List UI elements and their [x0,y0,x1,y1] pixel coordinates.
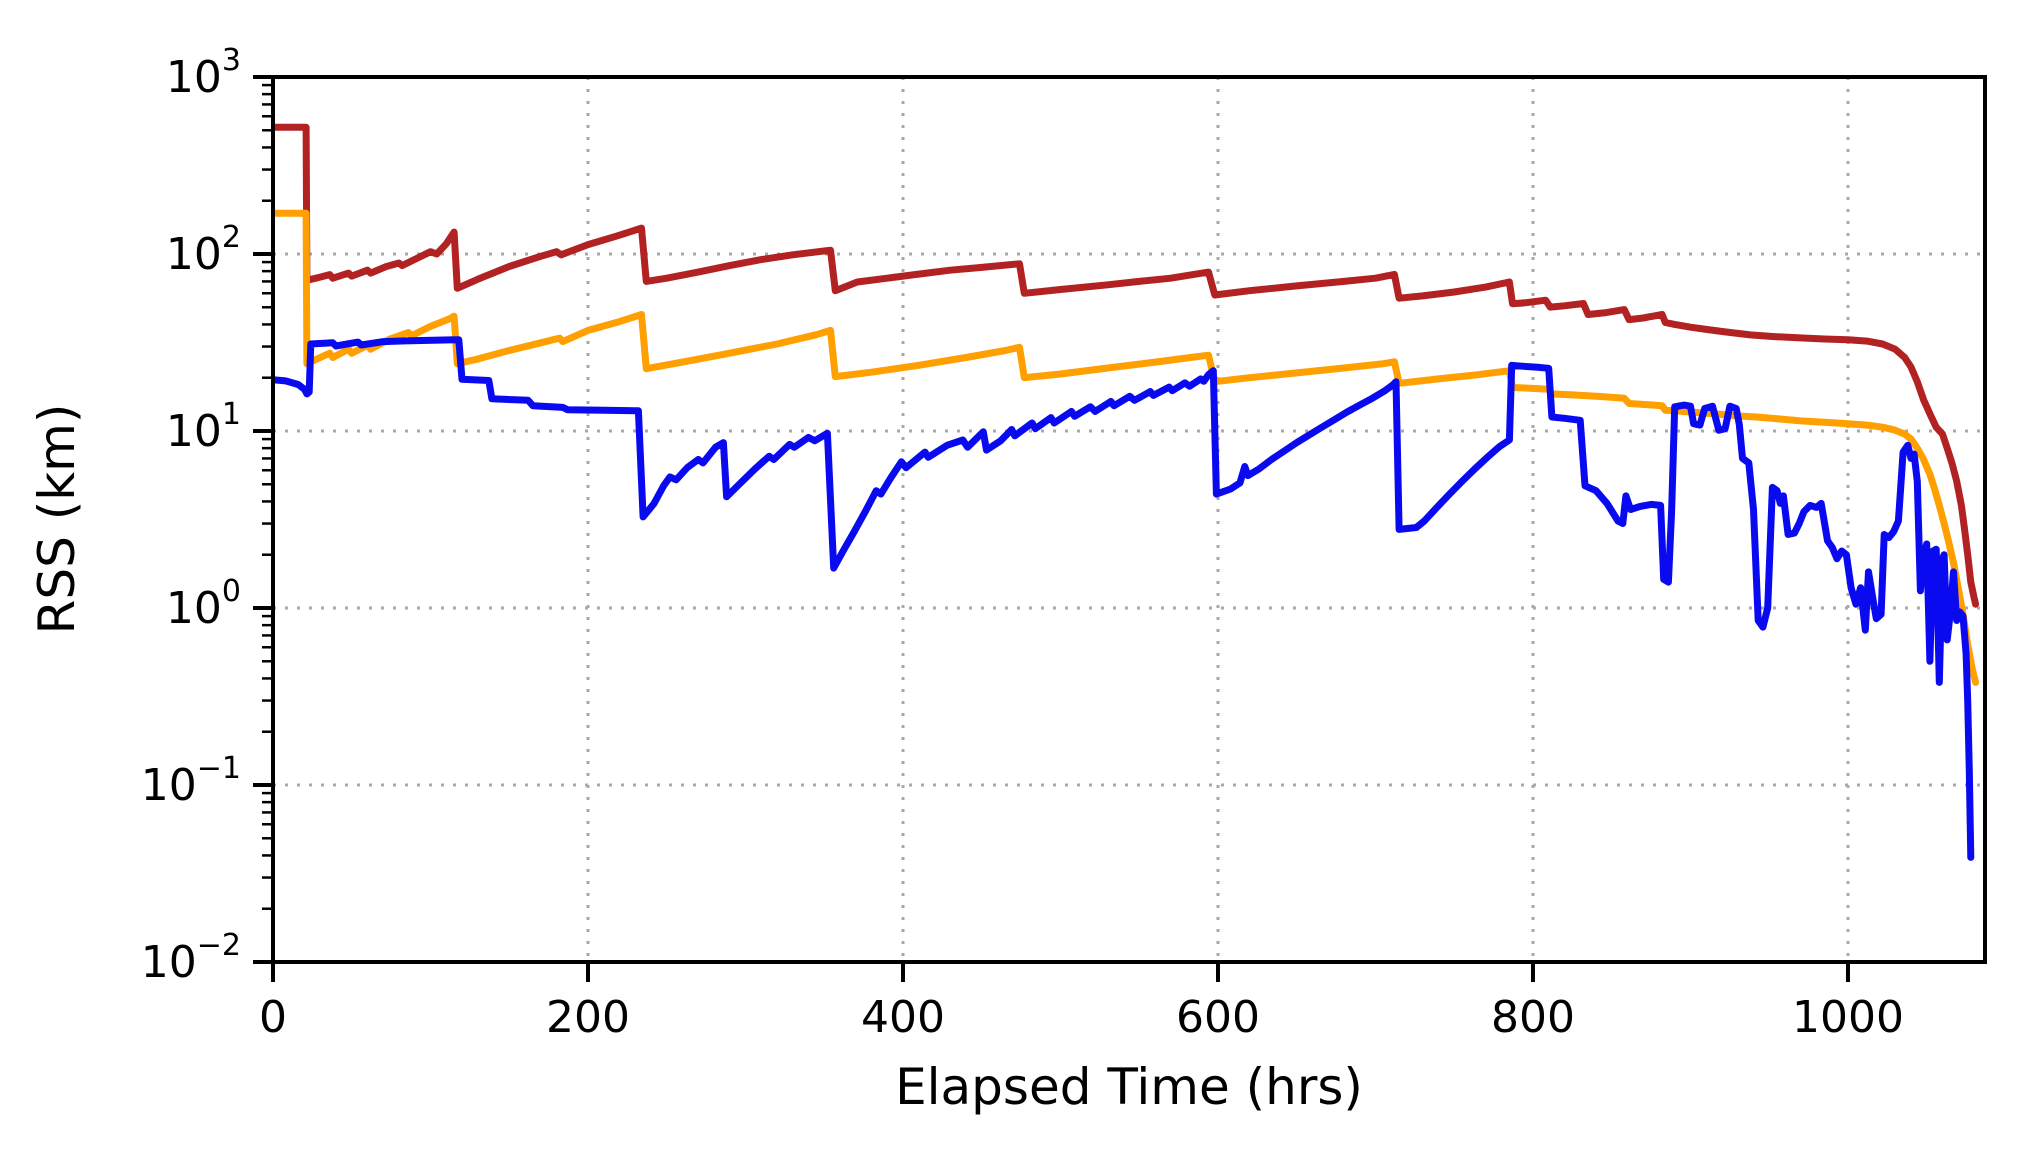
series-blue-line [273,336,1975,861]
y-tick-label: 10−2 [141,928,241,988]
x-axis-label: Elapsed Time (hrs) [895,1058,1363,1116]
series-firebrick-line [273,123,1980,608]
y-tick-label: 103 [166,43,241,103]
y-axis-label: RSS (km) [28,403,86,635]
y-tick-label: 102 [166,220,241,280]
y-tick-label: 100 [166,574,241,634]
x-tick-label: 0 [259,992,287,1043]
y-tick-label: 10−1 [141,751,241,811]
x-tick-label: 800 [1491,992,1575,1043]
x-tick-label: 1000 [1792,992,1904,1043]
y-tick-label: 101 [166,397,241,457]
series-orange-line [273,209,1980,686]
x-tick-label: 600 [1176,992,1260,1043]
x-tick-label: 400 [861,992,945,1043]
x-tick-label: 200 [546,992,630,1043]
plot-border [271,75,1987,964]
